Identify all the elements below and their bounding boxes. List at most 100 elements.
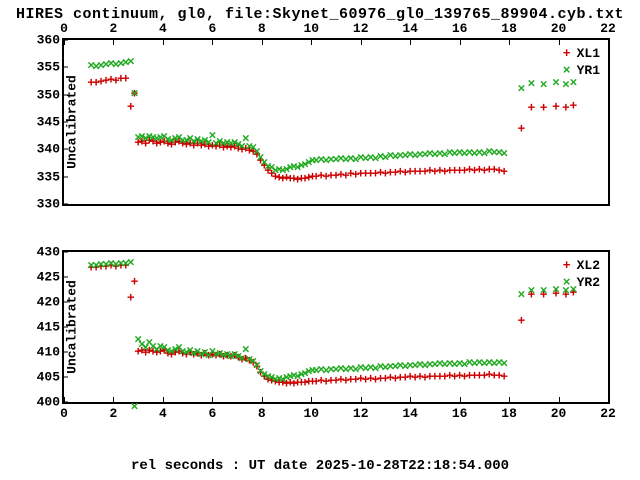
xtick-label-0: 0 — [60, 21, 68, 36]
xtick-mark-14 — [410, 397, 411, 403]
xtick-mark-20 — [559, 39, 560, 45]
xtick-label-12: 12 — [353, 21, 369, 36]
xtick-mark-0 — [64, 397, 65, 403]
ytick-label-335: 335 — [16, 169, 60, 184]
data-point-XL1: + — [518, 123, 526, 136]
xtick-mark-10 — [311, 397, 312, 403]
data-point-YR1: × — [527, 78, 535, 91]
xtick-label-0: 0 — [60, 406, 68, 421]
ytick-label-330: 330 — [16, 197, 60, 212]
xtick-mark-18 — [509, 39, 510, 45]
ytick-mark-425 — [62, 277, 68, 278]
xtick-label-18: 18 — [501, 406, 517, 421]
data-point-YR1: × — [552, 77, 560, 90]
data-point-YR1: × — [518, 83, 526, 96]
ytick-mark-360 — [62, 40, 68, 41]
xtick-mark-12 — [361, 39, 362, 45]
data-point-YR2: × — [500, 358, 508, 371]
data-point-YR1: × — [127, 56, 135, 69]
xtick-label-14: 14 — [402, 21, 418, 36]
xtick-label-20: 20 — [551, 406, 567, 421]
data-point-XL1: + — [552, 100, 560, 113]
xtick-mark-0 — [64, 39, 65, 45]
data-point-YR2: × — [569, 283, 577, 296]
xtick-label-6: 6 — [208, 21, 216, 36]
top-legend-symbol-plus: + — [563, 46, 571, 61]
ytick-mark-355 — [62, 67, 68, 68]
xtick-label-10: 10 — [303, 406, 319, 421]
xtick-mark-22 — [608, 397, 609, 403]
xtick-label-2: 2 — [110, 21, 118, 36]
xtick-label-16: 16 — [452, 406, 468, 421]
xtick-label-18: 18 — [501, 21, 517, 36]
xtick-mark-6 — [212, 39, 213, 45]
ytick-label-425: 425 — [16, 270, 60, 285]
data-point-YR1: × — [131, 87, 139, 100]
xtick-label-2: 2 — [110, 406, 118, 421]
xtick-label-4: 4 — [159, 406, 167, 421]
data-point-YR2: × — [540, 285, 548, 298]
xtick-label-6: 6 — [208, 406, 216, 421]
ytick-mark-415 — [62, 327, 68, 328]
xtick-mark-20 — [559, 397, 560, 403]
xtick-label-8: 8 — [258, 406, 266, 421]
data-point-YR1: × — [540, 78, 548, 91]
data-point-YR2: × — [518, 288, 526, 301]
ytick-label-400: 400 — [16, 395, 60, 410]
xtick-mark-14 — [410, 39, 411, 45]
xtick-mark-22 — [608, 39, 609, 45]
ytick-mark-340 — [62, 149, 68, 150]
xtick-mark-18 — [509, 397, 510, 403]
data-point-YR1: × — [500, 147, 508, 160]
ytick-mark-335 — [62, 176, 68, 177]
ytick-label-340: 340 — [16, 142, 60, 157]
bottom-legend-label-1: XL2 — [577, 258, 600, 273]
ytick-mark-420 — [62, 302, 68, 303]
ytick-label-360: 360 — [16, 33, 60, 48]
data-point-XL1: + — [569, 100, 577, 113]
xtick-mark-4 — [163, 39, 164, 45]
data-point-YR2: × — [127, 257, 135, 270]
data-point-XL2: + — [131, 276, 139, 289]
xtick-label-16: 16 — [452, 21, 468, 36]
ytick-label-410: 410 — [16, 345, 60, 360]
xtick-mark-8 — [262, 39, 263, 45]
data-point-YR2: × — [527, 284, 535, 297]
data-point-XL1: + — [527, 101, 535, 114]
ytick-label-405: 405 — [16, 370, 60, 385]
xtick-mark-2 — [113, 39, 114, 45]
ytick-mark-350 — [62, 94, 68, 95]
xtick-mark-10 — [311, 39, 312, 45]
xtick-label-22: 22 — [600, 21, 616, 36]
bottom-legend-symbol-plus: + — [563, 258, 571, 273]
data-point-XL1: + — [127, 100, 135, 113]
ytick-mark-410 — [62, 352, 68, 353]
xtick-mark-16 — [460, 39, 461, 45]
top-chart-container: Uncalibrated 330 335 340 345 350 355 360 02468… — [0, 28, 640, 238]
data-point-XL1: + — [540, 102, 548, 115]
xtick-mark-2 — [113, 397, 114, 403]
bottom-chart-container: Uncalibrated 400 405 410 415 420 425 430 02468… — [0, 240, 640, 450]
ytick-mark-345 — [62, 122, 68, 123]
chart-title: HIRES continuum, gl0, file:Skynet_60976_… — [0, 6, 640, 23]
xtick-mark-4 — [163, 397, 164, 403]
xtick-mark-8 — [262, 397, 263, 403]
data-point-XL2: + — [500, 371, 508, 384]
xtick-label-20: 20 — [551, 21, 567, 36]
xtick-label-10: 10 — [303, 21, 319, 36]
xaxis-title: rel seconds : UT date 2025-10-28T22:18:5… — [0, 458, 640, 474]
data-point-XL2: + — [127, 292, 135, 305]
ytick-label-355: 355 — [16, 60, 60, 75]
data-point-YR2: × — [131, 401, 139, 414]
ytick-label-430: 430 — [16, 245, 60, 260]
top-legend-label-1: XL1 — [577, 46, 600, 61]
top-plot-area: Uncalibrated 330 335 340 345 350 355 360 02468… — [62, 38, 610, 206]
top-legend-label-2: YR1 — [577, 63, 600, 78]
data-point-XL1: + — [122, 72, 130, 85]
xtick-label-14: 14 — [402, 406, 418, 421]
ytick-mark-405 — [62, 377, 68, 378]
ytick-label-420: 420 — [16, 295, 60, 310]
xtick-label-22: 22 — [600, 406, 616, 421]
bottom-plot-area: Uncalibrated 400 405 410 415 420 425 430 02468… — [62, 250, 610, 404]
ytick-mark-330 — [62, 204, 68, 205]
